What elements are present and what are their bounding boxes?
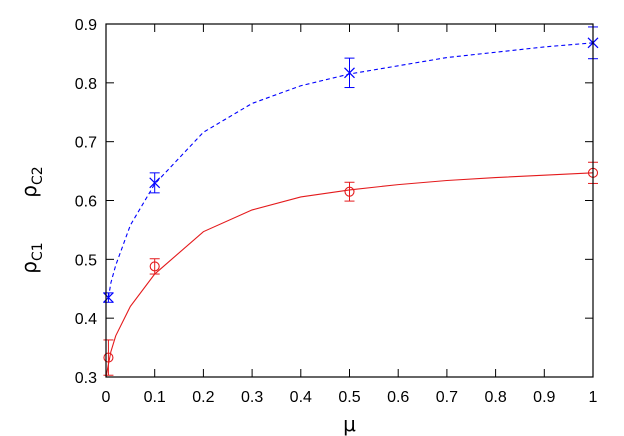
y-axis-label-c2: ρC2 xyxy=(17,166,46,197)
x-tick-label: 0.6 xyxy=(387,389,409,406)
y-tick-label: 0.7 xyxy=(75,135,97,152)
y-tick-label: 0.9 xyxy=(75,17,97,34)
data-point xyxy=(103,292,114,303)
x-tick-label: 0.7 xyxy=(436,389,458,406)
data-point xyxy=(103,352,114,363)
x-tick-label: 0.2 xyxy=(192,389,214,406)
data-point-stroke xyxy=(149,177,161,189)
data-point xyxy=(149,177,161,189)
y-tick-label: 0.4 xyxy=(75,311,97,328)
x-tick-label: 0.1 xyxy=(144,389,166,406)
x-tick-label: 0.4 xyxy=(290,389,312,406)
y-axis-label-text: ρC2 xyxy=(17,166,46,197)
x-tick-label: 0 xyxy=(102,389,111,406)
data-point-stroke xyxy=(103,292,114,303)
data-point xyxy=(344,67,355,79)
data-point xyxy=(344,186,355,197)
data-point-stroke xyxy=(344,67,355,79)
plot-layer xyxy=(103,26,599,378)
x-tick-label: 0.8 xyxy=(484,389,506,406)
y-tick-label: 0.5 xyxy=(75,252,97,269)
data-point xyxy=(149,261,160,272)
y-tick-label: 0.3 xyxy=(75,370,97,387)
y-axis-label-text: ρC1 xyxy=(17,242,46,273)
x-tick-label: 1 xyxy=(589,389,598,406)
x-tick-label: 0.9 xyxy=(533,389,555,406)
axis-layer: 0 0.1 0.2 0.3 0.4 0.5 0.6 0.7 0.8 0.9 1 0.3 0.4 0.5 0.… xyxy=(17,17,598,436)
y-axis-label-c1: ρC1 xyxy=(17,242,46,273)
fit-curve-series-1 xyxy=(107,42,594,298)
y-tick-label: 0.8 xyxy=(75,76,97,93)
x-tick-label: 0.3 xyxy=(241,389,263,406)
y-tick-label: 0.6 xyxy=(75,194,97,211)
x-tick-label: 0.5 xyxy=(338,389,360,406)
x-axis-label: μ xyxy=(343,412,356,436)
fit-curve-series-0 xyxy=(105,172,594,378)
